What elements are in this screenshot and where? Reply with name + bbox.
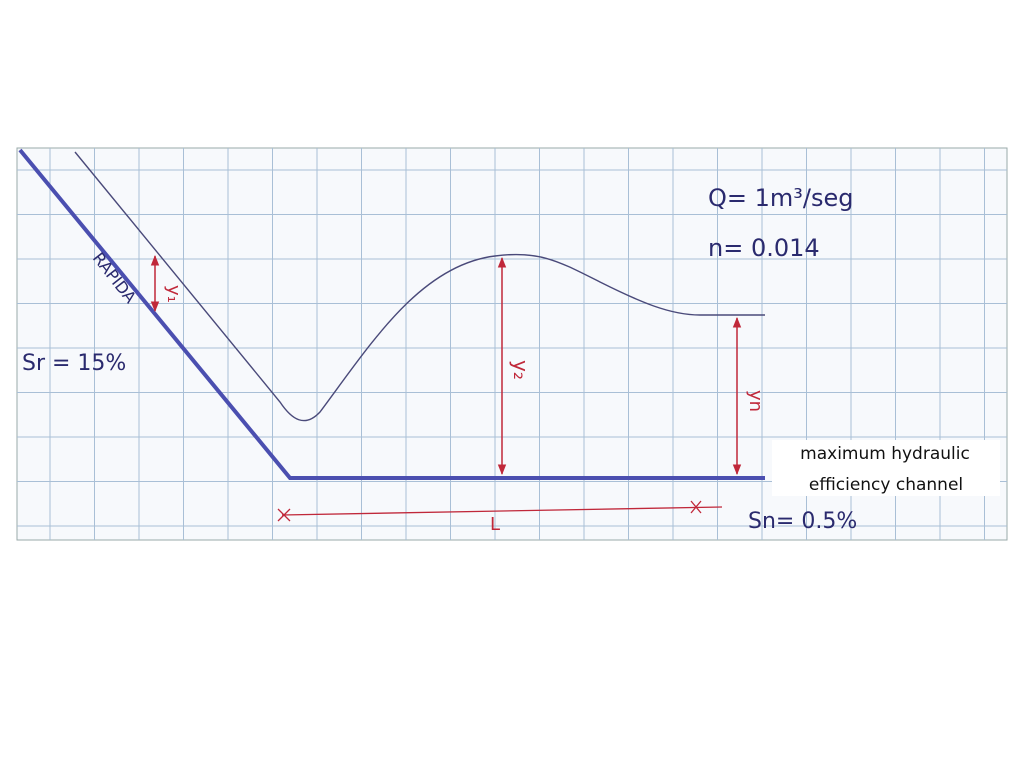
length-line [281,506,723,516]
discharge: Q= 1m³/seg [708,184,854,212]
water-surface [74,151,765,422]
length-marks [277,500,702,522]
channel-bed [18,148,765,480]
depth-label: yn [745,390,766,412]
channel-slope: Sn= 0.5% [748,509,857,534]
roughness: n= 0.014 [708,234,820,262]
length-label: L [490,514,500,535]
caption-box [772,440,1000,496]
caption-line: maximum hydraulic [800,444,970,464]
caption-line: efficiency channel [809,475,963,495]
depth-label: y₁ [163,285,184,303]
chute-slope: Sr = 15% [22,351,126,376]
depth-label: y₂ [509,360,533,380]
